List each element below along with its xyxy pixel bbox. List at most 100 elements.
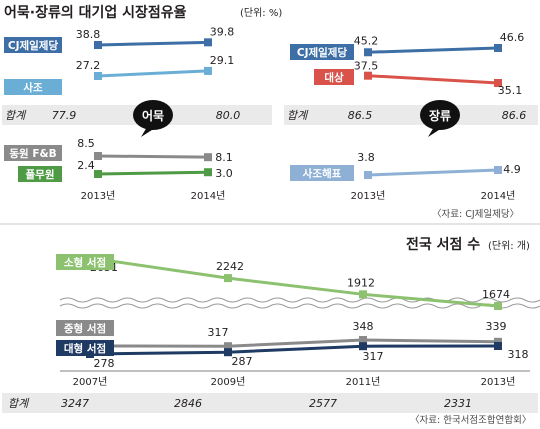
legend-box (290, 44, 354, 60)
total-label: 합계 (5, 109, 27, 122)
data-point (224, 342, 232, 351)
data-point (494, 166, 502, 174)
legend-label: CJ제일제당 (8, 39, 59, 52)
series-line-0 (89, 256, 499, 308)
data-point (94, 41, 102, 49)
data-label: 2242 (216, 260, 244, 273)
data-label: 1912 (347, 276, 375, 289)
x-tick-label: 2011년 (346, 376, 381, 388)
data-label: 1674 (482, 288, 510, 301)
legend-label: 소형 서점 (64, 256, 106, 269)
speech-bubble (133, 100, 173, 130)
series-line-0 (367, 168, 499, 177)
data-point (94, 72, 102, 80)
speech-bubble (420, 100, 460, 130)
series-line-0 (97, 40, 209, 47)
axis-break (59, 303, 540, 309)
legend-label: 중형 서점 (64, 322, 106, 335)
data-point (364, 71, 372, 80)
total-label: 합계 (8, 397, 30, 410)
legend-label: 사조 (23, 81, 43, 94)
legend-label: 대형 서점 (64, 342, 106, 355)
data-label: 318 (508, 348, 529, 361)
data-point (494, 79, 502, 87)
total-value: 86.5 (348, 109, 373, 122)
total-value: 86.6 (502, 109, 527, 122)
series-line-0 (97, 154, 209, 159)
data-point (359, 342, 367, 351)
x-tick-label: 2009년 (211, 376, 246, 388)
data-point (204, 38, 212, 47)
legend-label: 대상 (324, 71, 344, 84)
bubble-label: 장류 (429, 109, 451, 123)
total-band (2, 393, 538, 413)
legend-label: 풀무원 (26, 168, 55, 181)
data-label: 38.8 (76, 28, 101, 41)
legend-box (56, 340, 114, 356)
data-label: 29.1 (210, 54, 235, 67)
x-tick-label: 2014년 (481, 190, 516, 202)
legend-box (290, 165, 354, 181)
data-point (224, 348, 232, 357)
series-line-1 (97, 170, 209, 176)
data-label: 37.5 (354, 60, 379, 73)
data-point (94, 152, 102, 160)
top-unit: (단위: %) (240, 6, 282, 19)
data-point (94, 170, 102, 178)
total-band (284, 105, 538, 125)
legend-label: CJ제일제당 (297, 46, 348, 59)
data-point (494, 44, 502, 52)
total-value: 80.0 (216, 109, 241, 122)
data-label: 317 (208, 326, 229, 339)
data-point (359, 290, 367, 299)
data-label: 3.0 (215, 167, 233, 180)
legend-box (4, 145, 62, 161)
x-tick-label: 2014년 (191, 190, 226, 202)
bookstore-source: 〈자료: 한국서점조합연합회〉 (410, 414, 531, 426)
data-label: 348 (353, 320, 374, 333)
legend-box (4, 79, 62, 95)
legend-box (56, 254, 114, 270)
data-point (204, 153, 212, 162)
data-point (224, 274, 232, 283)
data-label: 8.1 (215, 151, 233, 164)
data-label: 339 (486, 320, 507, 333)
total-value: 3247 (61, 397, 89, 410)
x-tick-label: 2013년 (81, 190, 116, 202)
chart-marks: 38.8 39.8 CJ제일제당 27.2 29.1 사조 8.5 8.1 동원 F&B 2.4 3… (2, 25, 540, 413)
bubble-label: 어묵 (142, 108, 164, 123)
data-label: 287 (232, 355, 253, 368)
data-point (359, 336, 367, 344)
legend-box (4, 37, 62, 53)
data-label: 3.8 (357, 151, 375, 164)
bookstore-unit: (단위: 개) (488, 239, 530, 252)
data-point (494, 302, 502, 310)
data-label: 46.6 (500, 31, 525, 44)
legend-box (18, 166, 62, 182)
data-point (494, 337, 502, 346)
bookstore-title: 전국 서점 수 (406, 236, 480, 253)
series-line-2 (89, 344, 499, 356)
total-value: 2331 (444, 397, 472, 410)
data-point (204, 66, 212, 75)
data-label: 8.5 (77, 137, 95, 150)
data-label: 4.9 (503, 163, 521, 176)
axis-break (59, 297, 540, 303)
top-source: 〈자료: CJ제일제당〉 (432, 209, 519, 220)
series-line-1 (89, 338, 499, 348)
top-title: 어묵·장류의 대기업 시장점유율 (4, 4, 187, 21)
total-value: 77.9 (52, 109, 77, 122)
data-label: 45.2 (354, 34, 379, 47)
total-label: 합계 (287, 109, 309, 122)
data-label: 35.1 (498, 84, 523, 97)
x-tick-label: 2013년 (481, 376, 516, 388)
data-point (204, 168, 212, 177)
x-tick-label: 2007년 (73, 376, 108, 388)
data-point (494, 342, 502, 350)
legend-label: 사조해표 (303, 167, 342, 180)
legend-box (314, 69, 354, 85)
data-point (364, 48, 372, 57)
data-label: 317 (363, 350, 384, 363)
data-label: 39.8 (210, 25, 235, 38)
